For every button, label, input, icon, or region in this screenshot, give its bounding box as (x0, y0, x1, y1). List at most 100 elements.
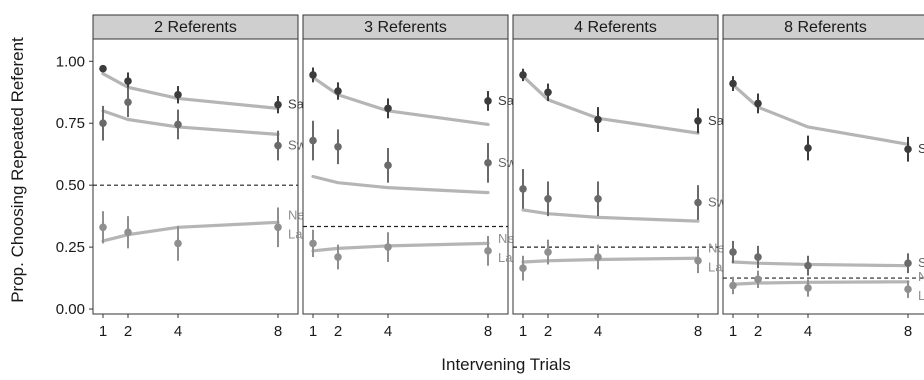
series-new-label (729, 270, 912, 298)
data-point (124, 77, 132, 85)
data-point (729, 248, 737, 256)
x-tick-label: 1 (309, 323, 317, 340)
data-point (544, 248, 552, 256)
panel-frame (92, 38, 299, 315)
data-point (544, 194, 552, 203)
strip-background (302, 14, 509, 40)
series-same (729, 76, 912, 162)
model-line (731, 260, 910, 268)
model-line (521, 74, 700, 135)
data-point (124, 98, 132, 106)
data-point (174, 239, 182, 248)
x-tick-label: 8 (274, 323, 282, 340)
series-label-switch: Switch (918, 255, 924, 270)
series-same (309, 67, 492, 127)
strip-title: 4 Referents (574, 19, 657, 36)
panel-frame (302, 38, 509, 315)
x-tick-label: 1 (99, 323, 107, 340)
data-point (594, 253, 602, 261)
data-point (334, 142, 342, 151)
series-same (99, 64, 282, 114)
y-axis-title: Prop. Choosing Repeated Referent (8, 37, 27, 303)
panel-4: 8 Referents 12 4 8 Same SwitchNew Label (722, 14, 924, 340)
y-tick-label: 1.00 (56, 53, 85, 70)
model-line (101, 220, 280, 243)
model-line (731, 83, 910, 146)
y-tick-label: 0.25 (56, 239, 85, 256)
x-tick-label: 2 (124, 323, 132, 340)
model-line (101, 109, 280, 136)
strip-background (512, 14, 719, 40)
y-tick-label: 0.50 (56, 177, 85, 194)
x-tick-label: 8 (484, 323, 492, 340)
y-tick-label: 0.75 (56, 115, 85, 132)
data-point (694, 256, 702, 265)
data-point (174, 90, 182, 99)
data-point (309, 136, 317, 145)
x-tick-label: 2 (544, 323, 552, 340)
data-point (694, 116, 702, 125)
data-point (519, 185, 527, 193)
x-tick-label: 8 (694, 323, 702, 340)
series-label-new: New (918, 269, 924, 284)
model-line (521, 208, 700, 223)
data-point (754, 253, 762, 261)
data-point (384, 161, 392, 170)
data-point (904, 145, 912, 154)
panels: 2 Referents0.000.250.500.751.001248SameS… (56, 14, 924, 340)
strip-title: 2 Referents (154, 19, 237, 36)
strip-title: 3 Referents (364, 19, 447, 36)
strip-background (92, 14, 299, 40)
x-tick-label: 1 (519, 323, 527, 340)
series-switch (99, 87, 282, 161)
data-point (124, 228, 132, 237)
model-line (101, 72, 280, 110)
series-new-label (309, 229, 492, 270)
x-tick-label: 2 (754, 323, 762, 340)
x-axis-title: Intervening Trials (441, 355, 570, 374)
strip-title: 8 Referents (784, 19, 867, 36)
data-point (99, 223, 107, 232)
series-new-label (99, 207, 282, 261)
data-point (99, 64, 107, 73)
series-switch (309, 120, 492, 195)
data-point (334, 87, 342, 95)
data-point (384, 104, 392, 113)
model-line (521, 256, 700, 264)
panel-1: 2 Referents0.000.250.500.751.001248SameS… (56, 14, 326, 340)
panel-3: 4 Referents1248SameSwitchNewLabel (512, 14, 746, 340)
series-switch (519, 169, 702, 223)
y-tick-label: 0.00 (56, 301, 85, 318)
data-point (804, 261, 812, 270)
series-label-label: Label (918, 288, 924, 303)
series-same (519, 68, 702, 135)
x-tick-label: 4 (804, 323, 812, 340)
data-point (174, 120, 182, 129)
x-tick-label: 4 (384, 323, 392, 340)
data-point (544, 88, 552, 97)
model-line (311, 241, 490, 253)
data-point (594, 194, 602, 203)
data-point (754, 275, 762, 284)
data-point (334, 253, 342, 261)
panel-frame (512, 38, 719, 315)
x-tick-label: 4 (594, 323, 602, 340)
data-point (309, 71, 317, 79)
data-point (484, 97, 492, 105)
data-point (804, 284, 812, 292)
panel-frame (722, 38, 924, 315)
x-tick-label: 8 (904, 323, 912, 340)
data-point (519, 71, 527, 79)
data-point (484, 159, 492, 167)
data-point (754, 99, 762, 108)
data-point (484, 247, 492, 255)
x-tick-label: 1 (729, 323, 737, 340)
series-new-label (519, 239, 702, 281)
data-point (729, 79, 737, 88)
data-point (729, 281, 737, 290)
model-line (311, 75, 490, 127)
data-point (694, 198, 702, 207)
data-point (309, 239, 317, 248)
series-switch (729, 240, 912, 276)
